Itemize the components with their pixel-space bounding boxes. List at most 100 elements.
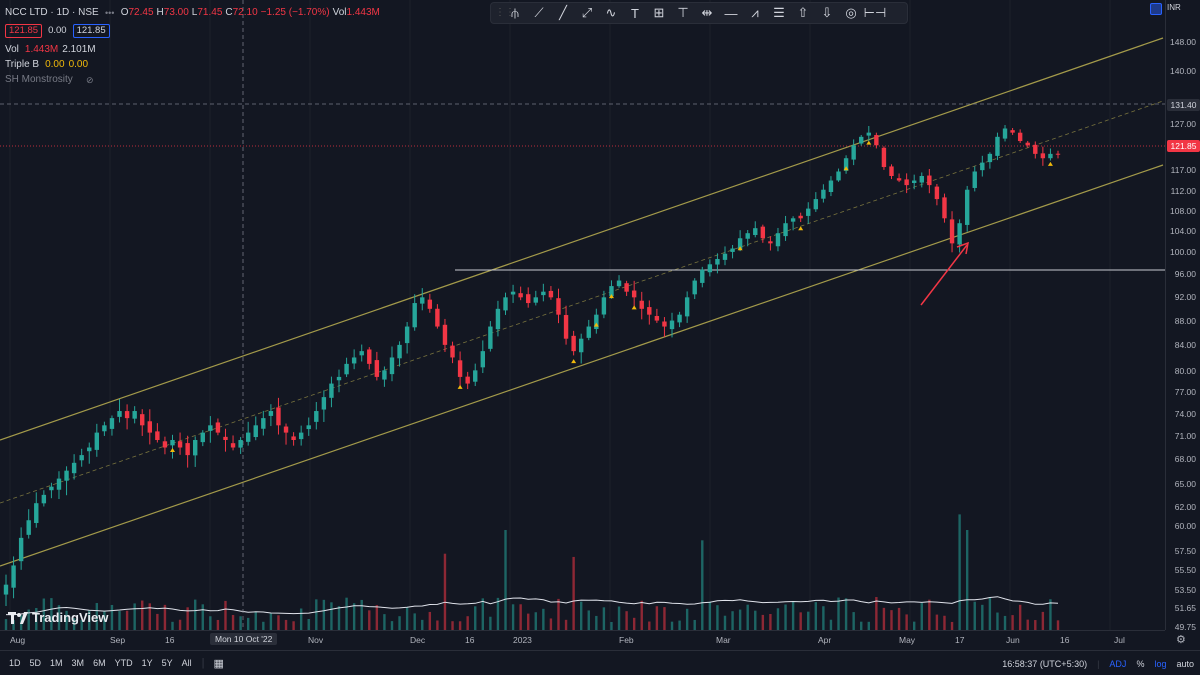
clock[interactable]: 16:58:37 (UTC+5:30) [1002,658,1088,669]
candle-body [215,422,221,433]
candle-body [828,180,834,192]
drag-handle-icon[interactable]: ⋮⋮ [495,7,515,18]
timeframe-button[interactable]: 3M [71,658,85,668]
price-tick: 112.00 [1170,186,1196,196]
volume-bar [905,614,908,630]
candle-body [601,297,607,315]
timeframe-button[interactable]: 6M [93,658,106,668]
triple-b-indicator-label[interactable]: Triple B [5,59,40,70]
horizontal-line-icon[interactable]: — [724,5,738,21]
candlestick-series [3,125,1061,607]
volume-bar [194,599,197,630]
candle-body [851,145,856,160]
volume-bar [458,621,462,630]
extended-line-icon[interactable]: ⤢ [581,5,593,20]
channel-upper-line [0,37,1164,441]
volume-bar [920,603,923,630]
auto-toggle[interactable]: auto [1176,658,1194,669]
sell-price-button[interactable]: 121.85 [5,23,43,38]
currency-selector[interactable]: INR [1167,3,1181,12]
candle-body [533,297,538,303]
trend-line-icon[interactable]: ⟋ [534,5,544,20]
time-axis[interactable]: Aug Sep 16 Mon 10 Oct '22 Nov Dec 16 202… [0,630,1165,650]
volume-bar [844,598,848,630]
timeframe-button[interactable]: 1Y [141,658,153,668]
candle-body [3,584,9,595]
price-tick: 148.00 [1170,37,1196,47]
candle-body [806,208,811,216]
arrow-up-icon[interactable]: ⇧ [797,5,809,20]
volume-bar [595,615,598,630]
candle-body [367,349,372,364]
volume-bar [451,621,454,630]
list-icon[interactable]: ☰ [773,5,785,20]
volume-bar [156,613,159,630]
candle-body [624,283,629,292]
volume-bar [375,605,379,630]
anchored-text-icon[interactable]: ⊤ [677,5,689,20]
chart-settings-button[interactable] [1150,3,1162,15]
time-axis-settings-icon[interactable]: ⚙ [1176,634,1186,646]
volume-bar [617,606,621,630]
candle-body [737,238,743,249]
calendar-icon[interactable]: ▦ [213,657,224,670]
bottom-right-controls: 16:58:37 (UTC+5:30) | ADJ % log auto [992,651,1194,675]
candle-body [760,226,766,239]
candle-body [102,425,107,432]
candle-body [291,436,296,441]
adj-toggle[interactable]: ADJ [1109,658,1127,669]
ray-icon[interactable]: ╱ [559,5,567,20]
volume-bar [928,599,931,630]
candle-body [185,443,190,456]
price-axis[interactable]: 148.00 140.00 131.40 127.00 121.85 117.0… [1165,0,1200,632]
volume-bar [489,616,492,630]
timeframe-button[interactable]: 1M [50,658,63,668]
candle-body [18,537,24,562]
timeframe-button[interactable]: 1D [9,658,21,668]
crosshair-price-label: 131.40 [1167,99,1200,111]
volume-bar [201,604,204,630]
timeframe-button[interactable]: 5Y [161,658,173,668]
frame-icon[interactable]: ⊞ [653,5,665,20]
volume-bar [693,619,696,630]
path-icon[interactable]: ∿ [605,5,617,20]
sh-monstrosity-label[interactable]: SH Monstrosity [5,74,73,85]
volume-bar [216,619,220,630]
hidden-eye-icon[interactable]: ⊘ [86,74,94,85]
volume-bar [602,607,606,630]
price-tick: 104.00 [1170,226,1196,236]
volume-indicator-label[interactable]: Vol [5,44,19,55]
toolbar-divider: | [1097,658,1100,669]
candle-body [1002,128,1008,139]
width-range-icon[interactable]: ⊢⊣ [863,5,887,20]
price-tick: 57.50 [1174,546,1196,556]
symbol-title[interactable]: NCC LTD · 1D · NSE [5,7,99,18]
log-toggle[interactable]: log [1154,658,1167,669]
candle-body [79,455,84,461]
pitchfork-icon[interactable]: ⫛ [511,5,519,20]
timeframe-button[interactable]: YTD [114,658,133,668]
candle-body [616,280,622,287]
price-tick: 71.00 [1174,431,1196,441]
percent-toggle[interactable]: % [1136,658,1145,669]
timeframe-button[interactable]: 5D [29,658,42,668]
candle-body [578,338,584,353]
text-icon[interactable]: T [631,5,639,21]
price-tick: 80.00 [1174,366,1196,376]
timeframe-button[interactable]: All [181,658,192,668]
volume-bar [981,604,984,630]
candle-body [268,411,274,416]
price-chart[interactable] [0,0,1165,630]
settings-dots-icon[interactable]: ••• [104,7,115,18]
buy-price-button[interactable]: 121.85 [72,23,110,38]
volume-bar [466,616,469,630]
arrow-down-icon[interactable]: ⇩ [821,5,833,20]
zigzag-icon[interactable]: ⩘ [751,5,759,20]
volume-bar [829,619,833,630]
target-icon[interactable]: ◎ [845,5,857,20]
date-range-icon[interactable]: ⇹ [701,5,713,20]
volume-bar [579,601,583,630]
candle-body [972,171,977,188]
volume-bar [307,618,310,630]
volume-bar [996,612,999,630]
